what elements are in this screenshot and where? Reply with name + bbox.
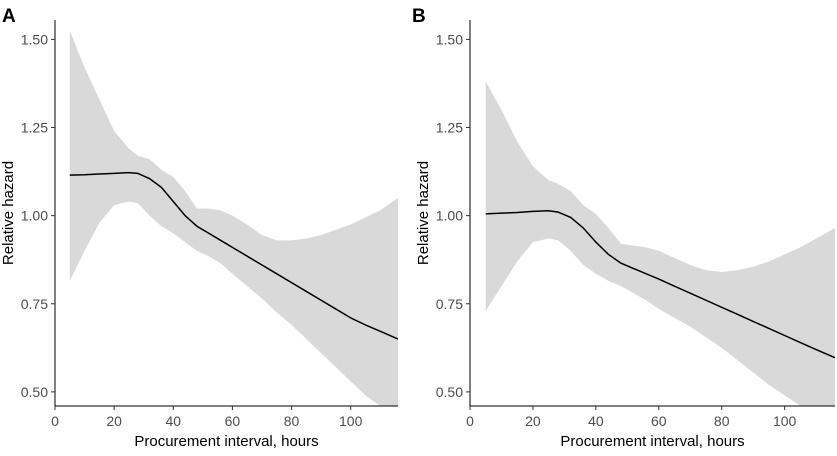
confidence-band xyxy=(485,81,835,406)
x-tick-label: 80 xyxy=(284,413,300,429)
y-tick-label: 1.25 xyxy=(436,120,463,136)
y-tick-label: 0.75 xyxy=(436,296,463,312)
panel-a: 0 20 40 60 80 100 0.50 0.75 1.00 1.25 1.50 Procurem… xyxy=(0,6,398,450)
plot-area xyxy=(485,81,835,406)
x-axis-title: Procurement interval, hours xyxy=(134,433,318,450)
y-axis-title: Relative hazard xyxy=(415,161,432,265)
hazard-line xyxy=(69,171,398,340)
panel-label: B xyxy=(412,6,426,27)
x-tick-label: 100 xyxy=(773,413,797,429)
y-axis-title: Relative hazard xyxy=(0,161,17,265)
plot-area xyxy=(69,30,398,406)
panel-b: 0 20 40 60 80 100 0.50 0.75 1.00 1.25 1.50 Procurem… xyxy=(412,6,835,450)
x-tick-label: 80 xyxy=(714,413,730,429)
y-tick-label: 0.50 xyxy=(21,384,48,400)
y-tick-label: 1.50 xyxy=(436,31,463,47)
x-tick-label: 60 xyxy=(651,413,667,429)
x-tick-label: 0 xyxy=(51,413,59,429)
x-tick-label: 40 xyxy=(165,413,181,429)
y-tick-label: 1.00 xyxy=(436,208,463,224)
x-axis-title: Procurement interval, hours xyxy=(560,433,744,450)
x-tick-label: 60 xyxy=(225,413,241,429)
panel-label: A xyxy=(2,6,16,27)
confidence-band xyxy=(69,30,398,406)
hazard-line xyxy=(485,209,835,359)
x-tick-label: 20 xyxy=(525,413,541,429)
x-tick-label: 100 xyxy=(339,413,363,429)
x-tick-label: 20 xyxy=(106,413,122,429)
y-tick-label: 1.50 xyxy=(21,31,48,47)
y-tick-label: 0.50 xyxy=(436,384,463,400)
y-tick-label: 1.25 xyxy=(21,120,48,136)
x-tick-label: 0 xyxy=(466,413,474,429)
y-tick-label: 1.00 xyxy=(21,208,48,224)
x-tick-label: 40 xyxy=(588,413,604,429)
y-tick-label: 0.75 xyxy=(21,296,48,312)
